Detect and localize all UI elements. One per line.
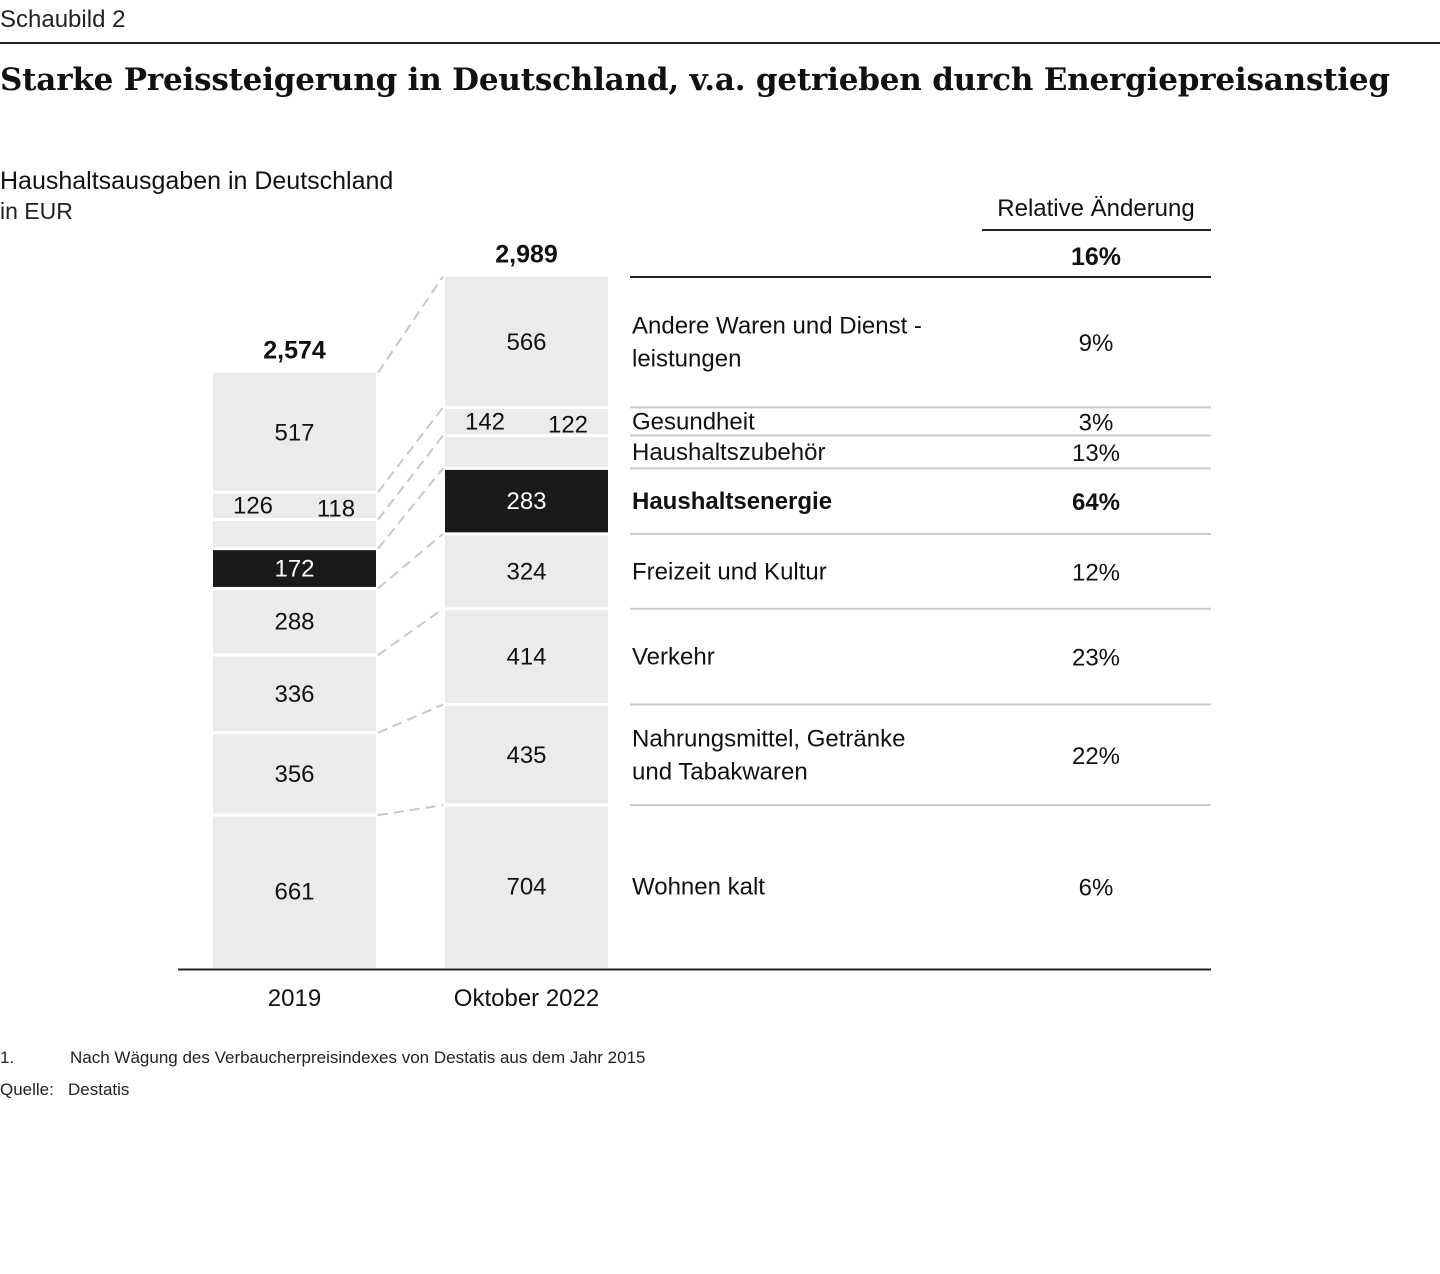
connector-line-haushaltszubehoer: [377, 434, 444, 521]
value-label-haushaltsenergie-1: 283: [506, 488, 546, 515]
value-label-andere-waren-und-dienstleistungen-0: 517: [274, 419, 314, 446]
bar-segment-verkehr-0: [213, 656, 376, 732]
value-label-wohnen-kalt-1: 704: [506, 874, 546, 901]
category-name-andere-waren-und-dienstleistungen: Andere Waren und Dienst -leistungen: [632, 312, 922, 372]
value-label-gesundheit-1: 122: [548, 412, 588, 439]
category-name-gesundheit: Gesundheit: [632, 408, 755, 435]
change-value-andere-waren-und-dienstleistungen: 9%: [1079, 330, 1114, 357]
change-value-haushaltszubehoer: 13%: [1072, 440, 1120, 467]
unit-label: in EUR: [0, 198, 73, 224]
footnote-number: 1.: [0, 1048, 15, 1067]
value-label-verkehr-1: 414: [506, 644, 546, 671]
category-name-haushaltszubehoer: Haushaltszubehör: [632, 439, 825, 466]
change-value-wohnen-kalt: 6%: [1079, 875, 1114, 902]
value-label-nahrungsmittel-getraenke-und-tabakwaren-1: 435: [506, 742, 546, 769]
value-label-haushaltszubehoer-0: 126: [233, 493, 273, 520]
value-label-freizeit-und-kultur-0: 288: [274, 609, 314, 636]
bar-segment-haushaltsenergie-1: [445, 469, 608, 533]
category-name-haushaltsenergie: Haushaltsenergie: [632, 488, 832, 515]
connector-line-wohnen-kalt: [377, 804, 444, 817]
connector-line-freizeit-und-kultur: [377, 533, 444, 590]
change-value-freizeit-und-kultur: 12%: [1072, 559, 1120, 586]
total-label-0: 2,574: [263, 337, 326, 365]
bar-segment-haushaltsenergie-0: [213, 550, 376, 587]
connector-line-verkehr: [377, 607, 444, 656]
connector-line-andere-waren-und-dienstleistungen: [377, 275, 444, 374]
value-label-gesundheit-0: 118: [317, 496, 355, 523]
bar-segment-haushaltszubehoer-0: [213, 521, 376, 548]
category-label-1: Oktober 2022: [454, 985, 599, 1012]
total-label-1: 2,989: [495, 240, 558, 268]
connector-line-gesundheit: [377, 406, 444, 493]
category-label-0: 2019: [268, 985, 321, 1012]
bar-segment-andere-waren-und-dienstleistungen-1: [445, 276, 608, 406]
figure-number: Schaubild 2: [0, 6, 126, 33]
bar-segment-gesundheit-0: [213, 493, 376, 519]
change-value-gesundheit: 3%: [1079, 409, 1114, 436]
connector-line-nahrungsmittel-getraenke-und-tabakwaren: [377, 703, 444, 734]
value-label-wohnen-kalt-0: 661: [274, 879, 314, 906]
footnote-text: Nach Wägung des Verbaucherpreisindexes v…: [70, 1048, 646, 1067]
chart-title: Starke Preissteigerung in Deutschland, v…: [0, 62, 1390, 98]
value-label-nahrungsmittel-getraenke-und-tabakwaren-0: 356: [274, 761, 314, 788]
bar-segment-freizeit-und-kultur-0: [213, 589, 376, 654]
category-name-nahrungsmittel-getraenke-und-tabakwaren: Nahrungsmittel, Getränke und Tabakwaren: [632, 725, 905, 785]
change-value-verkehr: 23%: [1072, 645, 1120, 672]
bar-segment-freizeit-und-kultur-1: [445, 535, 608, 608]
source-text: Destatis: [68, 1080, 130, 1099]
header-rule: [0, 42, 1440, 44]
total-change-label: 16%: [1071, 243, 1121, 271]
value-label-andere-waren-und-dienstleistungen-1: 566: [506, 329, 546, 356]
bar-segment-nahrungsmittel-getraenke-und-tabakwaren-0: [213, 734, 376, 814]
bar-segment-gesundheit-1: [445, 408, 608, 435]
category-name-wohnen-kalt: Wohnen kalt: [632, 874, 765, 901]
value-label-freizeit-und-kultur-1: 324: [506, 558, 546, 585]
category-name-verkehr: Verkehr: [632, 644, 715, 671]
value-label-haushaltszubehoer-1: 142: [465, 409, 505, 436]
change-header: Relative Änderung: [997, 195, 1194, 222]
value-label-haushaltsenergie-0: 172: [274, 556, 314, 583]
bar-segment-haushaltszubehoer-1: [445, 437, 608, 467]
category-name-freizeit-und-kultur: Freizeit und Kultur: [632, 558, 827, 585]
bar-segment-nahrungsmittel-getraenke-und-tabakwaren-1: [445, 706, 608, 804]
bar-segment-andere-waren-und-dienstleistungen-0: [213, 372, 376, 491]
change-value-nahrungsmittel-getraenke-und-tabakwaren: 22%: [1072, 743, 1120, 770]
change-value-haushaltsenergie: 64%: [1072, 489, 1120, 516]
value-label-verkehr-0: 336: [274, 681, 314, 708]
chart-subtitle: Haushaltsausgaben in Deutschland: [0, 167, 394, 195]
source-label: Quelle:: [0, 1080, 54, 1099]
bar-segment-wohnen-kalt-1: [445, 806, 608, 968]
bar-segment-verkehr-1: [445, 610, 608, 704]
bar-segment-wohnen-kalt-0: [213, 816, 376, 968]
connector-line-haushaltsenergie: [377, 467, 444, 550]
